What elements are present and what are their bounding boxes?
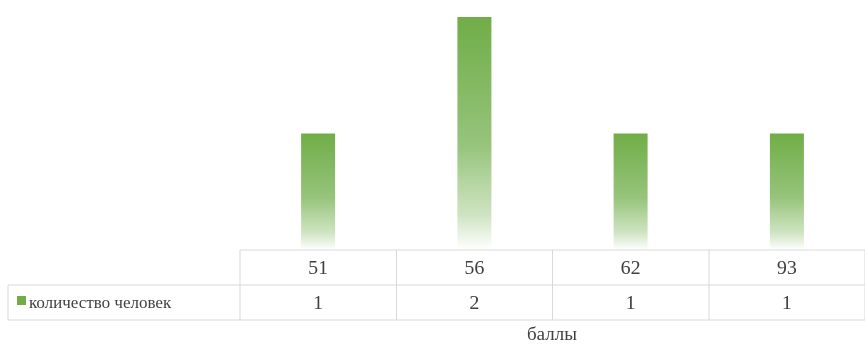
data-table-value: 1 [313,292,323,314]
bars-group [301,17,804,250]
bar-62 [613,133,648,250]
data-table: 51 1 56 2 62 1 93 1 количество человек [7,249,865,321]
data-table-value: 2 [469,292,479,314]
bar-93 [769,133,804,250]
series-name: количество человек [29,293,172,312]
bar-56 [457,17,492,250]
x-tick-label: 93 [777,257,797,279]
x-tick-label: 62 [621,257,641,279]
x-tick-label: 51 [308,257,328,279]
legend-key [17,296,26,305]
data-table-value: 1 [782,292,792,314]
bar-51 [301,133,336,250]
x-axis-title: баллы [527,324,577,345]
x-tick-label: 56 [464,257,484,279]
data-table-value: 1 [626,292,636,314]
